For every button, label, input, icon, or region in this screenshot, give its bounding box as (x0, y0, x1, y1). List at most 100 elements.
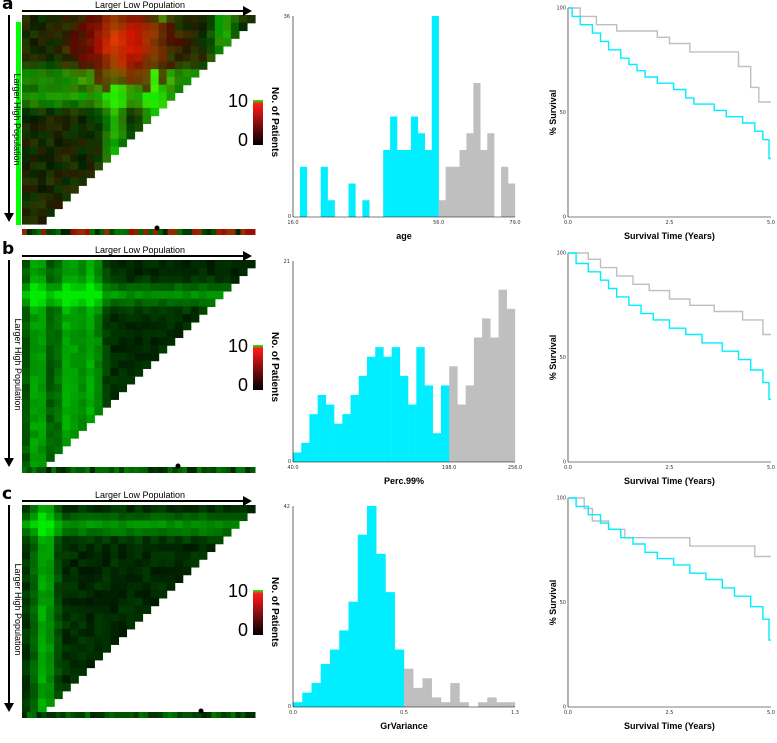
heatmap-cell (70, 414, 79, 424)
heatmap-cell (86, 528, 95, 537)
strip-cell (109, 229, 115, 235)
heatmap-cell (126, 306, 136, 315)
heatmap-cell (190, 267, 200, 277)
hist-x-tick: 16.0 (287, 220, 298, 226)
heatmap-cell (30, 185, 39, 194)
heatmap-cell (86, 321, 95, 331)
strip-cell (89, 229, 96, 235)
colorbar-title: No. of Patients (269, 332, 280, 402)
heatmap-cell (166, 267, 176, 277)
strip-cell (153, 467, 159, 473)
heatmap-cell (78, 84, 87, 94)
heatmap-cell (158, 551, 168, 560)
heatmap-cell (150, 283, 160, 292)
heatmap-cell (86, 551, 95, 560)
heatmap-cell (230, 30, 240, 39)
heatmap-cell (166, 53, 176, 63)
heatmap-cell (38, 123, 47, 132)
histogram-bar (320, 663, 331, 707)
heatmap-cell (30, 659, 39, 669)
heatmap-cell (102, 260, 111, 269)
heatmap-cell (102, 376, 111, 385)
heatmap-cell (190, 559, 200, 568)
strip-cell (114, 712, 120, 718)
heatmap-cell (158, 84, 168, 94)
strip-cell (99, 229, 106, 235)
heatmap-cell (30, 683, 39, 692)
strip-cell (104, 712, 110, 718)
strip-cell (133, 229, 139, 235)
heatmap-cell (46, 115, 55, 124)
heatmap-cell (158, 345, 168, 354)
heatmap-cell (150, 337, 160, 346)
heatmap-cell (22, 566, 31, 576)
heatmap-cell (110, 314, 120, 323)
histogram-bar (422, 678, 432, 707)
heatmap-cell (230, 260, 240, 269)
heatmap-cell (46, 100, 55, 109)
heatmap-cell (214, 45, 224, 55)
heatmap-cell (30, 337, 39, 346)
heatmap-cell (142, 115, 152, 124)
heatmap-cell (174, 267, 184, 277)
heatmap-cell (174, 275, 184, 284)
heatmap-cell (142, 597, 152, 607)
km-y-tick: 50 (560, 600, 566, 606)
heatmap-cell (118, 535, 128, 545)
heatmap-cell (150, 559, 160, 568)
heatmap-cell (62, 22, 71, 32)
heatmap-cell (102, 528, 111, 537)
heatmap-cell (78, 45, 87, 55)
heatmap-cell (78, 621, 87, 630)
heatmap-cell (54, 690, 63, 700)
heatmap-cell (150, 566, 160, 576)
heatmap-cell (46, 123, 55, 132)
heatmap-cell (70, 131, 79, 140)
heatmap-cell (118, 123, 128, 132)
heatmap-cell (38, 53, 47, 63)
heatmap-cell (94, 146, 103, 155)
heatmap-cell (70, 146, 79, 155)
heatmap-cell (22, 628, 31, 638)
threshold-marker (175, 463, 181, 469)
strip-cell (148, 229, 154, 235)
heatmap-cell (78, 597, 87, 607)
heatmap-cell (54, 30, 63, 39)
strip-cell (216, 712, 222, 718)
heatmap-cell (94, 314, 103, 323)
heatmap-cell (110, 138, 120, 148)
heatmap-cell (78, 582, 87, 591)
heatmap-cell (174, 321, 184, 331)
heatmap-cell (166, 337, 176, 346)
heatmap-cell (158, 15, 168, 24)
heatmap-cell (86, 267, 95, 277)
heatmap-cell (142, 520, 152, 529)
heatmap-cell (198, 45, 208, 55)
heatmap-cell (150, 69, 160, 78)
heatmap-cell (94, 543, 103, 553)
hist-x-tick: 56.0 (433, 220, 444, 226)
histogram-bar (424, 150, 432, 217)
heatmap-cell (70, 123, 79, 132)
heatmap-cell (182, 69, 192, 78)
heatmap-cell (46, 61, 55, 70)
heatmap-cell (78, 38, 87, 47)
heatmap-cell (206, 38, 216, 47)
heatmap-cell (134, 368, 144, 377)
heatmap-cell (22, 659, 31, 669)
heatmap-cell (38, 543, 47, 553)
strip-cell (167, 712, 173, 718)
heatmap-cell (62, 566, 71, 576)
heatmap-cell (54, 383, 63, 393)
heatmap-cell (142, 306, 152, 315)
heatmap-cell (46, 193, 55, 202)
heatmap-cell (54, 528, 63, 537)
heatmap-cell (22, 590, 31, 599)
heatmap-cell (78, 574, 87, 584)
heatmap-cell (174, 535, 184, 545)
heatmap-cell (126, 559, 136, 568)
heatmap-cell (238, 15, 248, 24)
heatmap-cell (222, 22, 232, 32)
heatmap-cell (102, 107, 111, 117)
heatmap-cell (142, 535, 152, 545)
